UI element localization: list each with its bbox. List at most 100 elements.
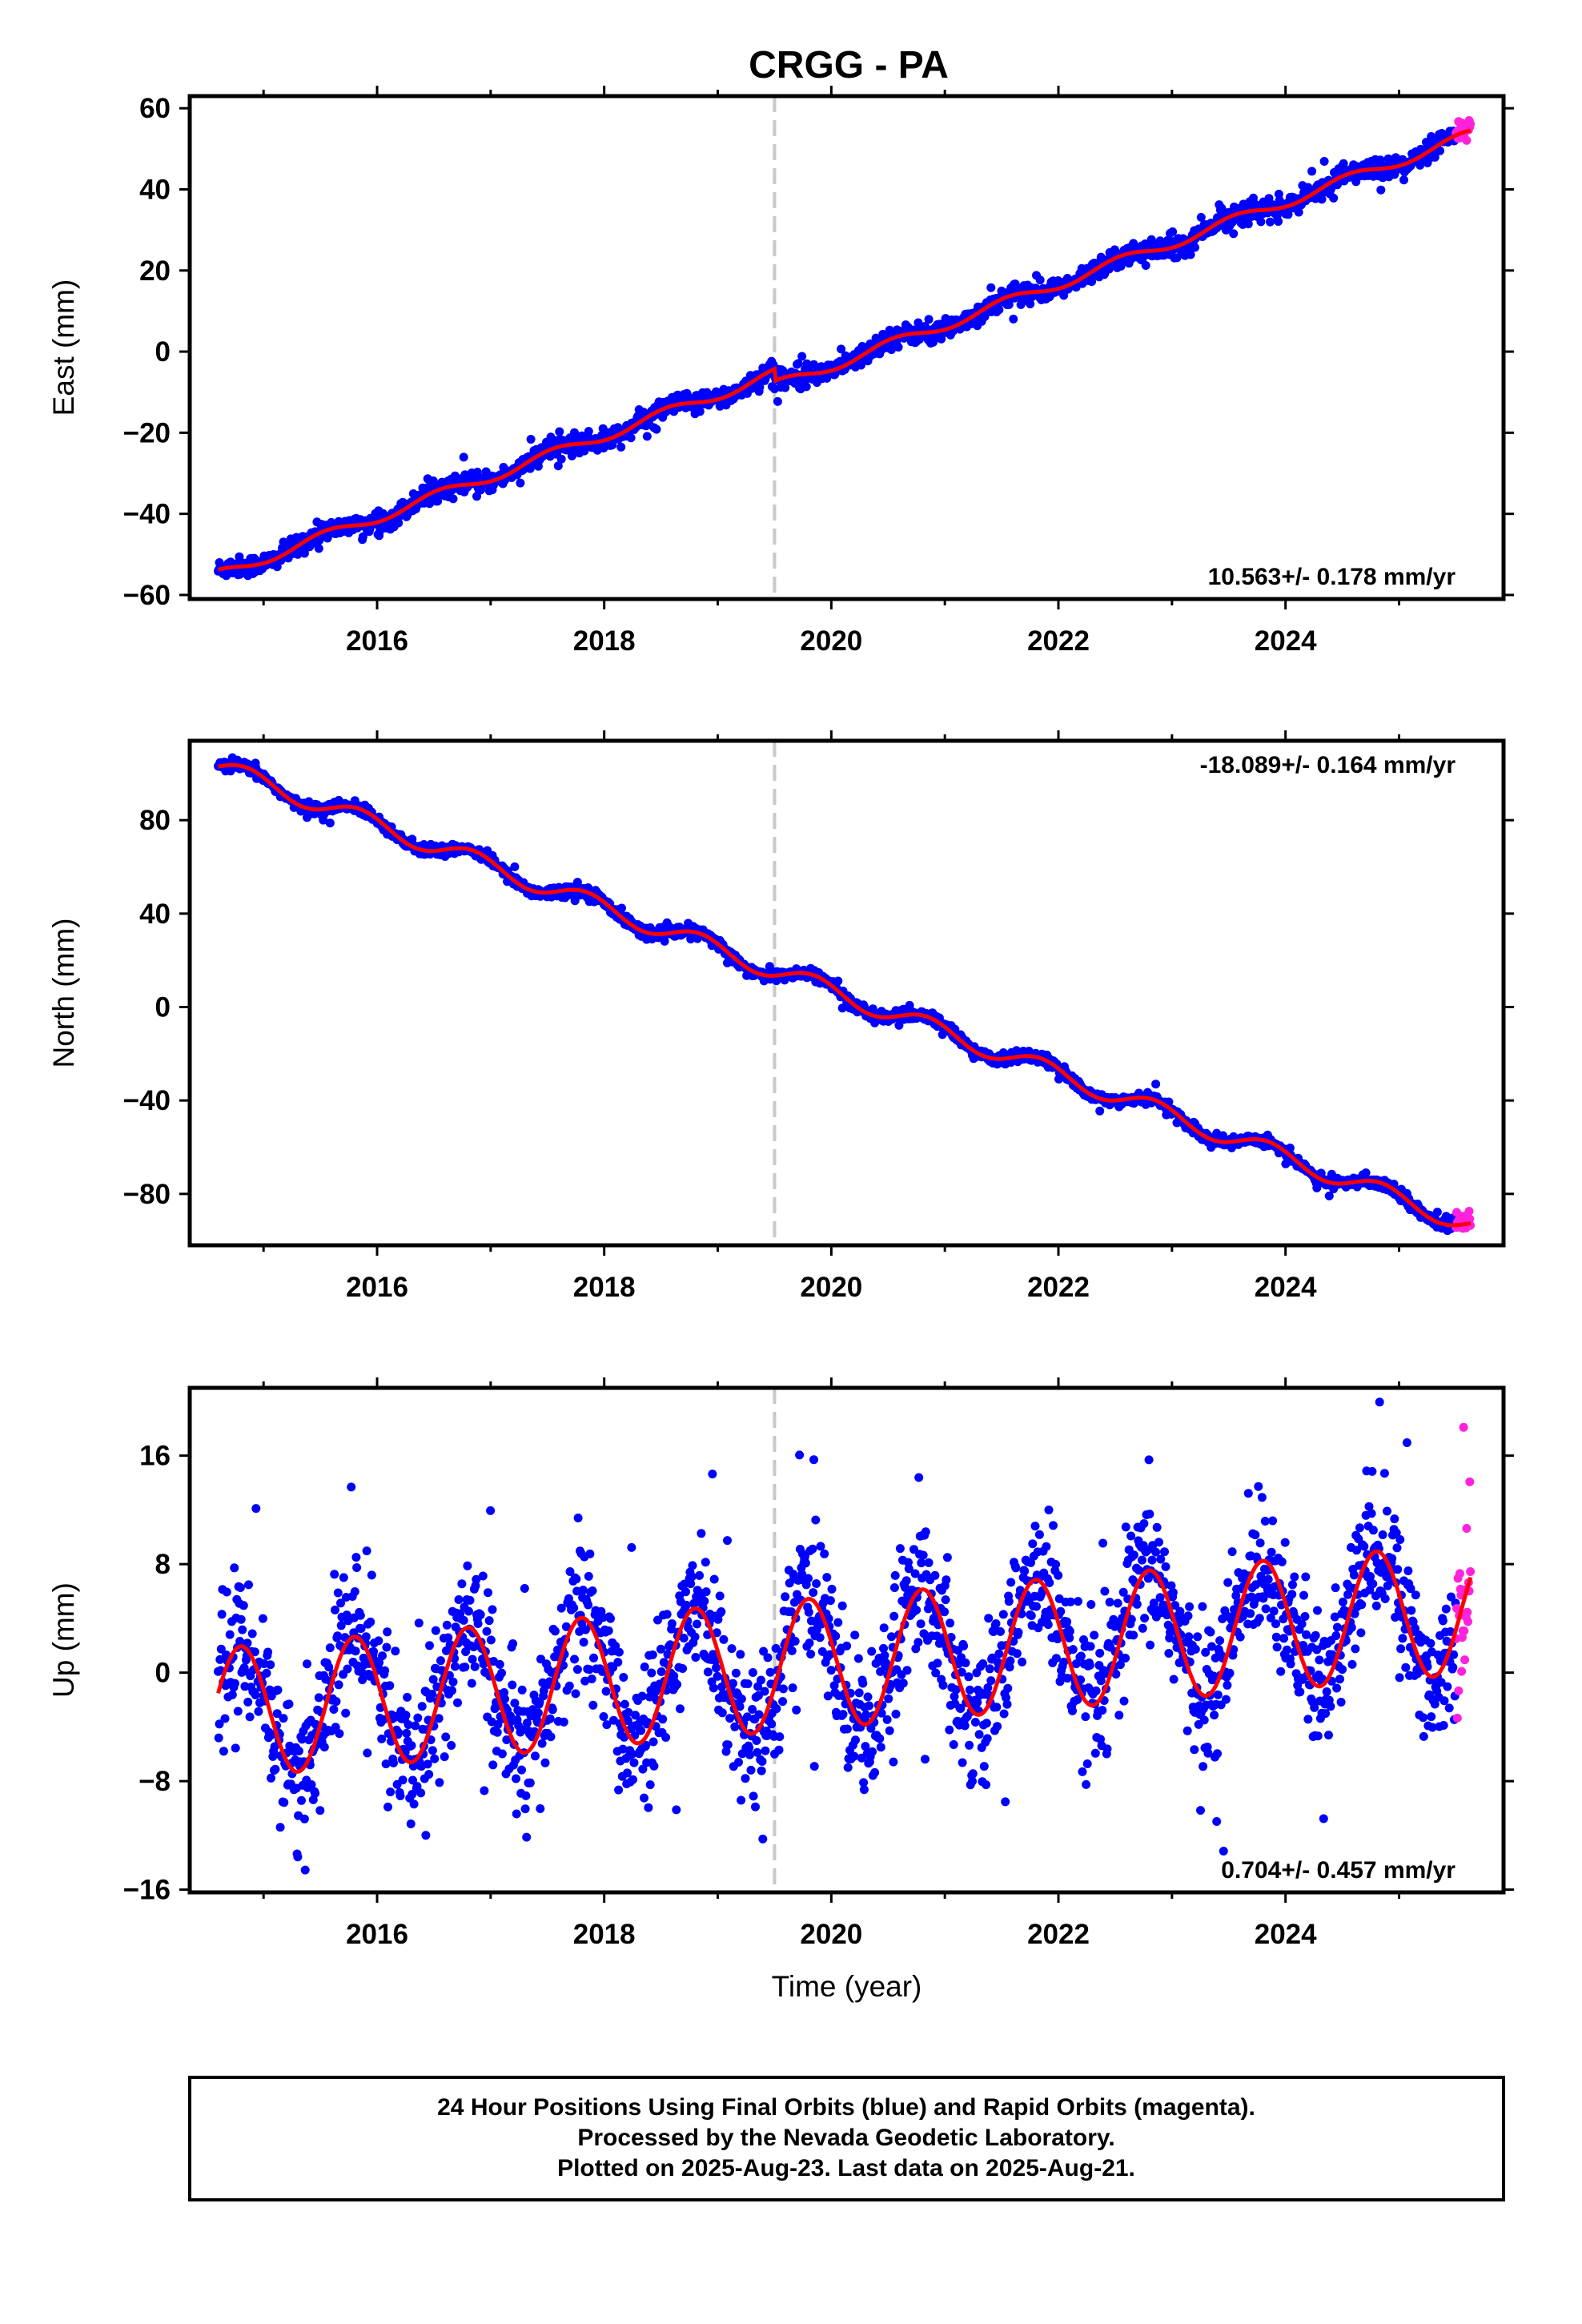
up-points — [214, 1397, 1476, 1930]
up-final-point — [636, 1726, 646, 1735]
up-final-point — [374, 1636, 383, 1646]
up-final-point — [548, 1705, 557, 1715]
north-x-tick-label: 2024 — [1255, 1272, 1317, 1303]
up-final-point — [497, 1749, 507, 1759]
east-final-point — [924, 315, 934, 324]
up-final-point — [271, 1764, 280, 1774]
up-final-point — [644, 1803, 653, 1812]
up-final-point — [619, 1673, 628, 1682]
up-final-point — [713, 1671, 722, 1681]
up-final-point — [482, 1626, 492, 1636]
east-final-point — [448, 494, 458, 504]
up-final-point — [708, 1470, 717, 1479]
up-final-point — [325, 1643, 335, 1653]
east-y-tick-label: −20 — [123, 417, 171, 448]
up-final-point — [627, 1542, 636, 1552]
east-final-point — [553, 461, 563, 471]
east-y-tick-label: 0 — [155, 336, 171, 368]
up-final-point — [480, 1786, 489, 1795]
up-final-point — [459, 1615, 468, 1625]
east-final-point — [1339, 159, 1348, 168]
east-final-point — [1155, 236, 1165, 246]
up-final-point — [734, 1758, 743, 1767]
up-final-point — [403, 1692, 412, 1702]
up-final-point — [258, 1614, 267, 1623]
up-final-point — [236, 1614, 246, 1624]
up-final-point — [383, 1802, 392, 1811]
east-model-fit-line — [217, 128, 1472, 572]
up-final-point — [681, 1600, 691, 1610]
east-final-point — [994, 305, 1004, 315]
up-final-point — [303, 1659, 311, 1669]
up-final-point — [450, 1662, 460, 1671]
up-final-point — [330, 1570, 339, 1579]
up-final-point — [637, 1691, 647, 1701]
up-final-point — [614, 1647, 624, 1657]
up-final-point — [225, 1630, 235, 1639]
east-final-point — [526, 435, 536, 444]
north-final-point — [837, 1003, 847, 1013]
up-final-point — [688, 1561, 697, 1570]
up-final-point — [719, 1634, 729, 1644]
chart-title: CRGG - PA — [749, 44, 949, 86]
up-final-point — [478, 1571, 488, 1581]
up-final-point — [589, 1653, 598, 1663]
up-final-point — [508, 1639, 518, 1648]
east-x-tick-label: 2018 — [573, 625, 636, 657]
up-final-point — [573, 1514, 583, 1522]
east-final-point — [314, 544, 323, 553]
up-final-point — [695, 1570, 705, 1580]
up-final-point — [275, 1823, 285, 1832]
up-final-point — [628, 1775, 637, 1784]
up-final-point — [645, 1780, 655, 1790]
up-final-point — [464, 1606, 473, 1616]
up-final-point — [333, 1588, 343, 1598]
up-final-point — [362, 1546, 371, 1556]
north-final-point — [325, 818, 335, 828]
up-final-point — [281, 1921, 290, 1930]
north-rapid-point — [1464, 1207, 1474, 1216]
east-final-point — [1009, 314, 1018, 324]
up-final-point — [736, 1650, 745, 1659]
up-final-point — [746, 1765, 756, 1775]
up-final-point — [486, 1635, 496, 1645]
up-final-point — [545, 1714, 555, 1723]
up-final-point — [416, 1788, 426, 1798]
east-final-point — [1026, 300, 1035, 308]
up-final-point — [220, 1714, 230, 1723]
up-final-point — [508, 1680, 517, 1690]
east-final-point — [1087, 277, 1097, 287]
up-final-point — [540, 1758, 550, 1767]
up-final-point — [517, 1685, 527, 1695]
up-final-point — [604, 1626, 613, 1635]
east-final-point — [584, 427, 593, 436]
up-final-point — [367, 1570, 376, 1580]
east-final-point — [986, 283, 996, 292]
east-rate-label: 10.563+/- 0.178 mm/yr — [1208, 564, 1456, 590]
east-final-point — [893, 343, 903, 352]
up-final-point — [614, 1785, 624, 1795]
up-final-point — [488, 1605, 497, 1614]
up-final-point — [267, 1773, 275, 1783]
up-final-point — [279, 1714, 288, 1723]
up-final-point — [717, 1708, 727, 1718]
east-y-tick-label: 20 — [139, 255, 171, 287]
up-final-point — [284, 1699, 294, 1709]
up-final-point — [656, 1667, 666, 1676]
up-final-point — [407, 1741, 416, 1751]
up-final-point — [299, 1814, 309, 1823]
east-final-point — [1415, 160, 1425, 170]
up-final-point — [512, 1809, 521, 1819]
up-final-point — [599, 1712, 608, 1721]
up-final-point — [350, 1587, 359, 1596]
east-final-point — [755, 383, 765, 392]
up-final-point — [219, 1747, 228, 1756]
up-final-point — [693, 1619, 701, 1629]
east-final-point — [801, 382, 811, 392]
up-final-point — [314, 1693, 323, 1703]
up-final-point — [473, 1619, 483, 1628]
up-final-point — [520, 1804, 530, 1814]
up-final-point — [401, 1711, 411, 1720]
up-final-point — [533, 1708, 543, 1718]
up-final-point — [311, 1788, 320, 1798]
